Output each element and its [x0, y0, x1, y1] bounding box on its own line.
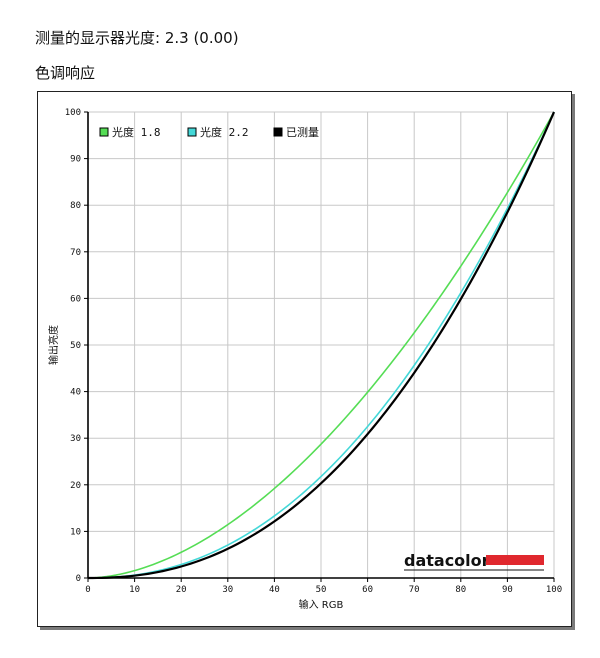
- tone-response-chart: 0 10 20 30 40 50 60 70 80 90 100 0 10 20 30 40 50 60 70 80…: [47, 108, 562, 611]
- x-tick-label: 10: [129, 585, 140, 595]
- x-tick-label: 40: [269, 585, 280, 595]
- chart-frame: [37, 91, 572, 627]
- x-tick-label: 60: [362, 585, 373, 595]
- legend-swatch: [187, 127, 197, 137]
- series-line: [87, 111, 555, 579]
- y-tick-label: 80: [70, 201, 81, 211]
- y-tick-label: 40: [70, 388, 81, 398]
- x-tick-label: 100: [546, 585, 562, 595]
- x-axis-label: 输入 RGB: [299, 598, 344, 611]
- x-tick-label: 0: [85, 585, 90, 595]
- y-tick-label: 50: [70, 341, 81, 351]
- measured-gamma-text: 测量的显示器光度: 2.3 (0.00): [35, 29, 239, 47]
- chart-grid: [87, 111, 555, 579]
- x-tick-label: 70: [409, 585, 420, 595]
- legend-swatch: [273, 127, 283, 137]
- y-tick-label: 0: [76, 574, 81, 584]
- x-tick-label: 80: [455, 585, 466, 595]
- y-tick-label: 30: [70, 434, 81, 444]
- legend-swatch: [99, 127, 109, 137]
- y-tick-label: 60: [70, 294, 81, 304]
- logo-text: datacolor: [404, 551, 490, 570]
- y-tick-label: 10: [70, 527, 81, 537]
- chart-curves: [87, 111, 556, 580]
- y-tick-labels: 0 10 20 30 40 50 60 70 80 90 100: [65, 108, 81, 584]
- y-tick-label: 100: [65, 108, 81, 118]
- logo-bar: [486, 555, 544, 565]
- legend-label: 光度 1.8: [112, 125, 161, 139]
- y-tick-label: 20: [70, 481, 81, 491]
- legend-label: 光度 2.2: [200, 125, 249, 139]
- x-tick-labels: 0 10 20 30 40 50 60 70 80 90 100: [85, 585, 562, 595]
- x-tick-label: 90: [502, 585, 513, 595]
- section-title: 色调响应: [35, 64, 96, 82]
- x-tick-label: 20: [176, 585, 187, 595]
- datacolor-logo: datacolor: [404, 551, 544, 571]
- x-tick-label: 50: [316, 585, 327, 595]
- y-tick-label: 70: [70, 248, 81, 258]
- legend-label: 已测量: [286, 126, 319, 139]
- chart-axes: [84, 111, 555, 582]
- y-tick-label: 90: [70, 155, 81, 165]
- series-line: [87, 111, 555, 579]
- series-line: [87, 111, 556, 580]
- x-tick-label: 30: [222, 585, 233, 595]
- y-axis-label: 输出亮度: [47, 325, 60, 365]
- chart-legend: 光度 1.8 光度 2.2 已测量: [99, 125, 319, 139]
